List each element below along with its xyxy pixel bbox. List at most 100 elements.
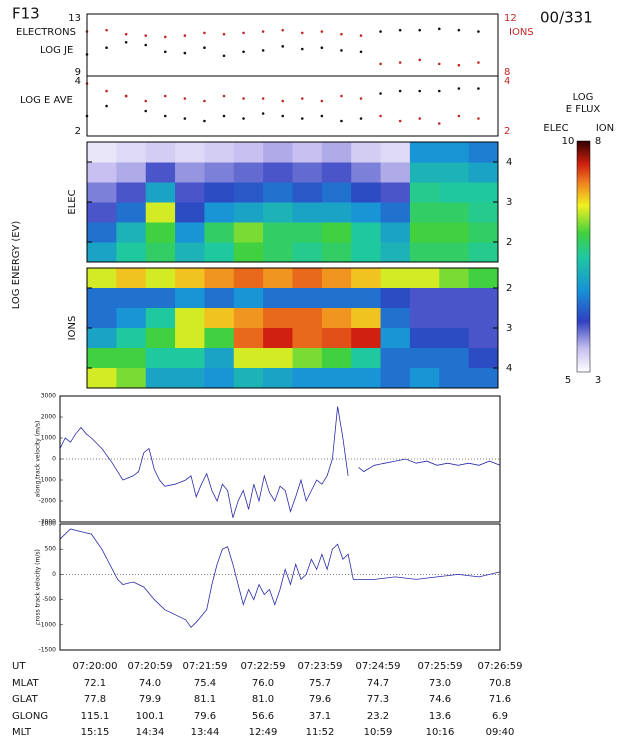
point	[320, 114, 324, 118]
heatmap-cell	[351, 368, 382, 389]
heatmap-cell	[351, 288, 382, 309]
colorbar-tick-label: 5	[565, 375, 571, 386]
frame	[86, 75, 499, 137]
table-cell: 12:49	[249, 727, 278, 738]
heatmap-cell	[263, 308, 293, 329]
colorbar	[576, 140, 591, 373]
table-cell: 75.4	[194, 678, 216, 689]
heatmap-cell	[233, 348, 264, 369]
heatmap-cell	[263, 202, 293, 223]
table-cell: 100.1	[136, 711, 165, 722]
heatmap-cell	[468, 222, 499, 243]
heatmap-cell	[175, 368, 205, 389]
heatmap-cell	[351, 328, 382, 349]
table-cell: 07:20:59	[128, 661, 173, 672]
heatmap-cell	[233, 182, 264, 203]
heatmap-cell	[321, 288, 352, 309]
heatmap-cell	[468, 348, 499, 369]
table-cell: 74.7	[367, 678, 389, 689]
point	[359, 97, 363, 100]
point	[163, 50, 167, 54]
point	[124, 94, 128, 98]
point	[398, 89, 402, 93]
series-label: IONS	[509, 27, 534, 38]
frame	[59, 523, 501, 651]
point	[242, 97, 245, 100]
point	[183, 51, 187, 55]
heatmap-cell	[321, 202, 352, 223]
point	[359, 117, 363, 120]
table-cell: 77.8	[84, 694, 106, 705]
heatmap-cell	[233, 288, 264, 309]
y2-tick-label: 8	[504, 67, 510, 78]
heatmap-cell	[116, 288, 147, 309]
heatmap-cell	[380, 288, 411, 309]
colorbar-label: ION	[596, 123, 614, 134]
heatmap-cell	[468, 368, 499, 389]
y-tick-label: 3000	[41, 393, 56, 400]
point	[477, 117, 480, 120]
heatmap-cell	[116, 242, 147, 263]
heatmap-cell	[439, 162, 470, 183]
point	[183, 34, 187, 37]
colorbar-tick-label: 10	[562, 136, 575, 147]
point	[281, 28, 285, 32]
heatmap-cell	[204, 242, 235, 263]
heatmap-cell	[116, 268, 147, 289]
heatmap-cell	[263, 242, 293, 263]
heatmap-cell	[233, 328, 264, 349]
row-label: MLT	[12, 727, 32, 738]
point	[320, 46, 324, 49]
heatmap-cell	[468, 308, 499, 329]
point	[437, 27, 441, 31]
point	[359, 50, 363, 54]
heatmap-cell	[116, 348, 147, 369]
table-cell: 70.8	[489, 678, 511, 689]
heatmap-cell	[292, 268, 323, 289]
heatmap-cell	[145, 162, 176, 183]
point	[379, 30, 382, 33]
heatmap-cell	[351, 268, 382, 289]
date: 00/331	[540, 9, 593, 27]
heatmap-cell	[175, 288, 205, 309]
heatmap-cell	[468, 142, 499, 163]
heatmap-cell	[87, 348, 117, 369]
heatmap-cell	[233, 242, 264, 263]
table-cell: 79.6	[309, 694, 331, 705]
panel-label: ELEC	[67, 189, 78, 214]
point	[437, 122, 441, 125]
point	[281, 99, 285, 103]
heatmap-cell	[321, 328, 352, 349]
heatmap-cell	[292, 348, 323, 369]
heatmap-cell	[204, 328, 235, 349]
point	[379, 92, 382, 95]
y-tick-label: 4	[506, 363, 512, 374]
point	[222, 114, 226, 118]
heatmap-cell	[292, 202, 323, 223]
heatmap-cell	[263, 288, 293, 309]
heatmap-cell	[409, 242, 440, 263]
frame	[86, 13, 499, 77]
heatmap-cell	[439, 268, 470, 289]
y-tick-label: 0	[52, 571, 56, 578]
heatmap-cell	[351, 348, 382, 369]
heatmap-cell	[439, 142, 470, 163]
heatmap-cell	[292, 308, 323, 329]
heatmap-cell	[204, 222, 235, 243]
heatmap-cell	[145, 308, 176, 329]
point	[398, 61, 402, 64]
heatmap-cell	[321, 268, 352, 289]
point	[183, 97, 187, 100]
point	[340, 49, 343, 52]
heatmap-cell	[439, 202, 470, 223]
heatmap-cell	[351, 222, 382, 243]
heatmap-cell	[175, 222, 205, 243]
heatmap-cell	[409, 328, 440, 349]
point	[418, 28, 422, 32]
heatmap-cell	[175, 348, 205, 369]
heatmap-cell	[204, 348, 235, 369]
frame	[86, 267, 499, 389]
heatmap-cell	[380, 162, 411, 183]
point	[300, 117, 304, 120]
